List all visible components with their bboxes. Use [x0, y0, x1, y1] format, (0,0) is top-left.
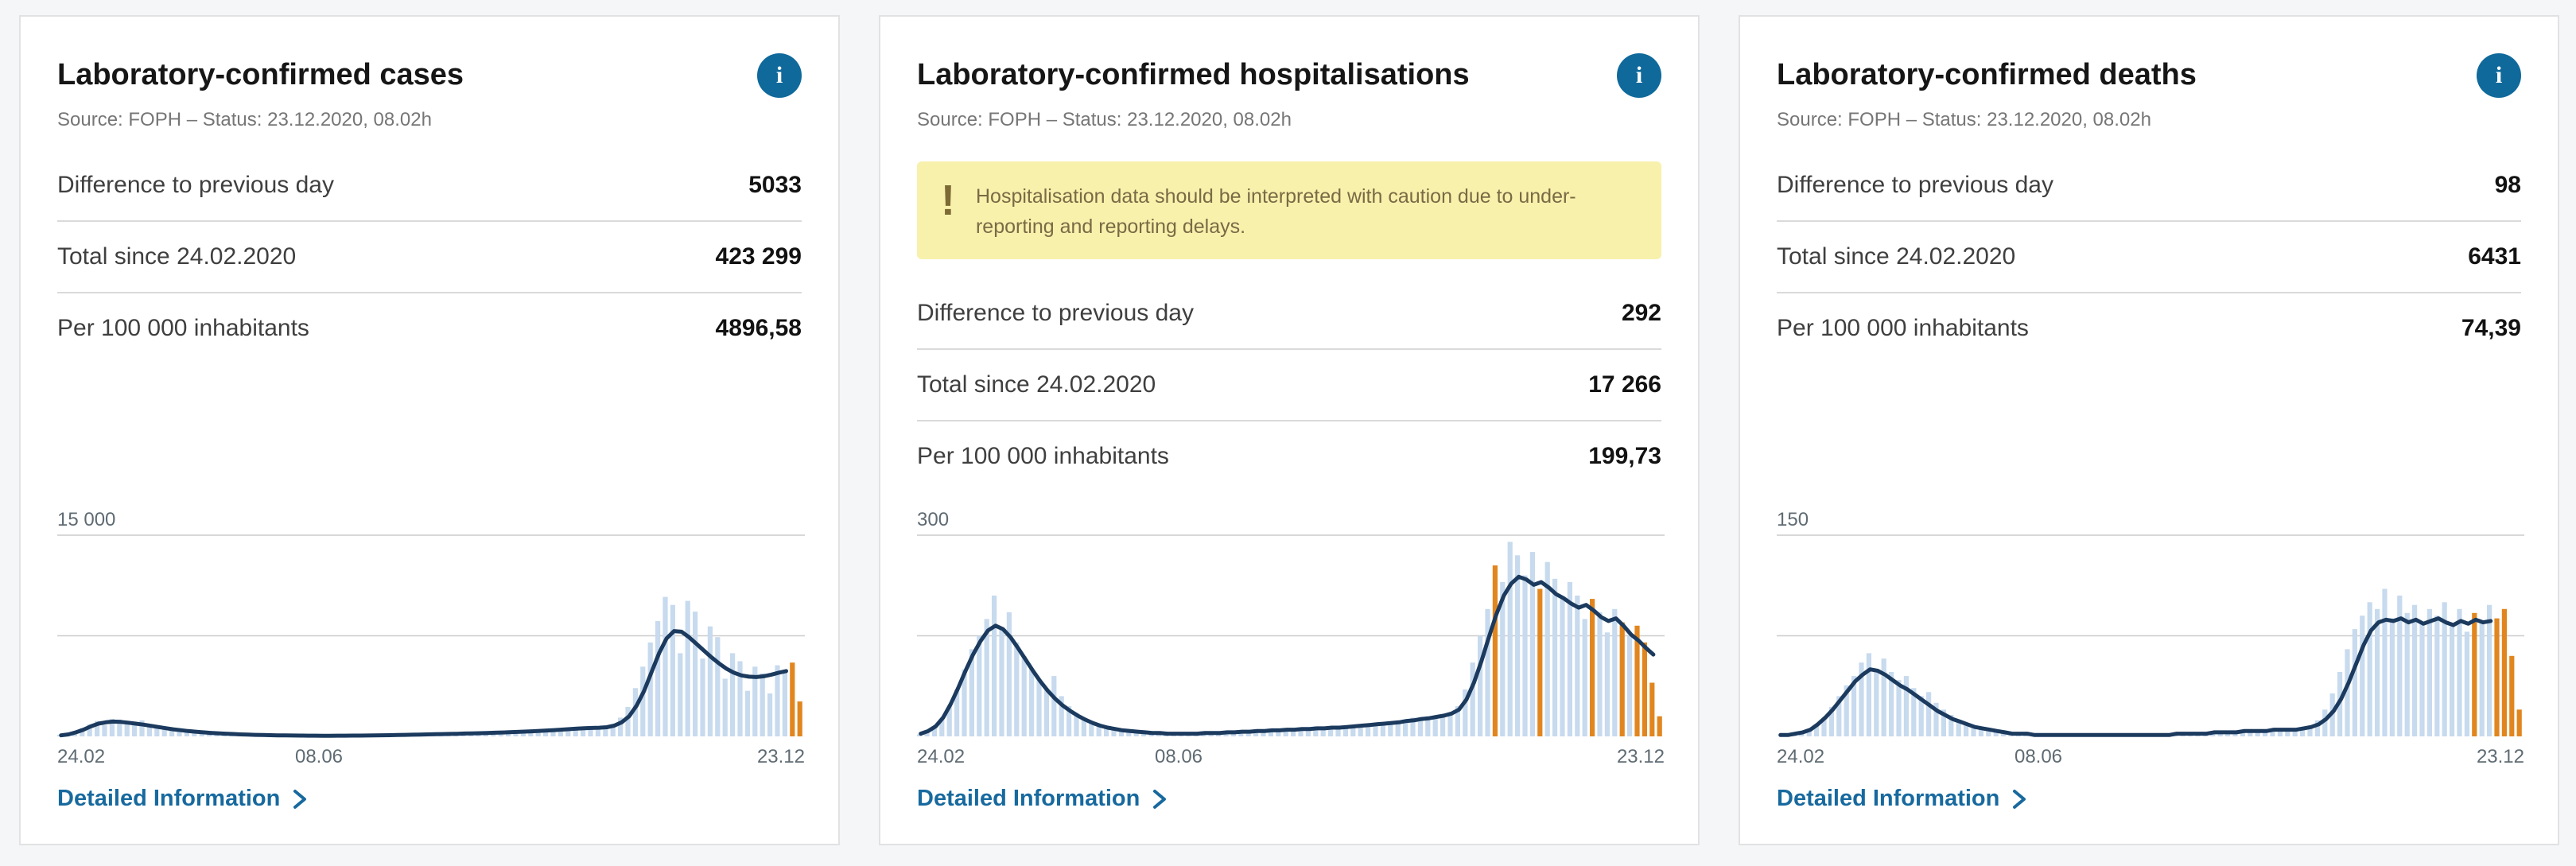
stat-value: 98	[2494, 172, 2521, 198]
stat-row-difference: Difference to previous day 5033	[57, 150, 802, 222]
stats-table: Difference to previous day 98 Total sinc…	[1777, 150, 2521, 363]
stat-card-hospitalisations: Laboratory-confirmed hospitalisations i …	[879, 15, 1700, 845]
stat-label: Per 100 000 inhabitants	[57, 315, 309, 341]
stat-row-total: Total since 24.02.2020 6431	[1777, 222, 2521, 293]
trend-chart-hospitalisations: 300 24.02 08.06 23.12	[917, 502, 1665, 770]
svg-text:08.06: 08.06	[1155, 746, 1203, 766]
stat-row-per-100000: Per 100 000 inhabitants 199,73	[917, 421, 1661, 491]
svg-text:300: 300	[917, 509, 949, 530]
stat-row-per-100000: Per 100 000 inhabitants 74,39	[1777, 293, 2521, 363]
exclamation-icon: !	[941, 177, 955, 224]
stat-row-difference: Difference to previous day 98	[1777, 150, 2521, 222]
card-header: Laboratory-confirmed deaths i	[1777, 53, 2521, 98]
stat-row-total: Total since 24.02.2020 423 299	[57, 222, 802, 293]
warning-text: Hospitalisation data should be interpret…	[975, 185, 1576, 238]
stat-value: 74,39	[2461, 315, 2521, 341]
chevron-right-icon	[293, 789, 307, 809]
stat-row-total: Total since 24.02.2020 17 266	[917, 350, 1661, 421]
detailed-information-label: Detailed Information	[57, 786, 281, 811]
detailed-information-link[interactable]: Detailed Information	[1777, 786, 2030, 812]
stat-label: Total since 24.02.2020	[1777, 243, 2016, 270]
svg-text:24.02: 24.02	[917, 746, 965, 766]
card-title: Laboratory-confirmed deaths	[1777, 58, 2197, 91]
card-header: Laboratory-confirmed cases i	[57, 53, 802, 98]
stat-value: 17 266	[1588, 371, 1661, 398]
stat-card-deaths: Laboratory-confirmed deaths i Source: FO…	[1739, 15, 2559, 845]
stats-table: Difference to previous day 292 Total sin…	[917, 278, 1661, 491]
svg-text:23.12: 23.12	[2477, 746, 2524, 766]
info-icon[interactable]: i	[1617, 53, 1661, 98]
svg-text:24.02: 24.02	[1777, 746, 1824, 766]
detailed-information-label: Detailed Information	[1777, 786, 2000, 811]
svg-text:08.06: 08.06	[295, 746, 343, 766]
stat-label: Total since 24.02.2020	[57, 243, 297, 270]
stat-label: Difference to previous day	[917, 300, 1194, 326]
svg-text:150: 150	[1777, 509, 1809, 530]
card-title: Laboratory-confirmed cases	[57, 58, 464, 91]
card-title: Laboratory-confirmed hospitalisations	[917, 58, 1470, 91]
stat-label: Difference to previous day	[57, 172, 334, 198]
stat-value: 199,73	[1588, 443, 1661, 469]
stat-label: Per 100 000 inhabitants	[1777, 315, 2029, 341]
stat-label: Total since 24.02.2020	[917, 371, 1156, 398]
stats-table: Difference to previous day 5033 Total si…	[57, 150, 802, 363]
svg-text:23.12: 23.12	[1617, 746, 1665, 766]
stat-value: 5033	[748, 172, 802, 198]
stat-value: 292	[1621, 300, 1661, 326]
info-icon[interactable]: i	[2477, 53, 2521, 98]
source-status-line: Source: FOPH – Status: 23.12.2020, 08.02…	[917, 109, 1292, 130]
svg-text:23.12: 23.12	[757, 746, 805, 766]
stat-label: Difference to previous day	[1777, 172, 2053, 198]
chevron-right-icon	[1153, 789, 1167, 809]
svg-text:24.02: 24.02	[57, 746, 105, 766]
stat-card-cases: Laboratory-confirmed cases i Source: FOP…	[19, 15, 840, 845]
chevron-right-icon	[2013, 789, 2026, 809]
info-icon[interactable]: i	[757, 53, 802, 98]
detailed-information-link[interactable]: Detailed Information	[917, 786, 1170, 812]
detailed-information-link[interactable]: Detailed Information	[57, 786, 310, 812]
detailed-information-label: Detailed Information	[917, 786, 1140, 811]
card-header: Laboratory-confirmed hospitalisations i	[917, 53, 1661, 98]
stat-value: 4896,58	[715, 315, 802, 341]
svg-text:15 000: 15 000	[57, 509, 115, 530]
trend-chart-cases: 15 000 24.02 08.06 23.12	[57, 502, 805, 770]
stat-value: 6431	[2468, 243, 2521, 270]
stat-value: 423 299	[715, 243, 802, 270]
stat-row-difference: Difference to previous day 292	[917, 278, 1661, 350]
stat-row-per-100000: Per 100 000 inhabitants 4896,58	[57, 293, 802, 363]
source-status-line: Source: FOPH – Status: 23.12.2020, 08.02…	[57, 109, 432, 130]
warning-banner: ! Hospitalisation data should be interpr…	[917, 161, 1661, 259]
source-status-line: Source: FOPH – Status: 23.12.2020, 08.02…	[1777, 109, 2151, 130]
trend-chart-deaths: 150 24.02 08.06 23.12	[1777, 502, 2524, 770]
stat-label: Per 100 000 inhabitants	[917, 443, 1169, 469]
svg-text:08.06: 08.06	[2015, 746, 2062, 766]
